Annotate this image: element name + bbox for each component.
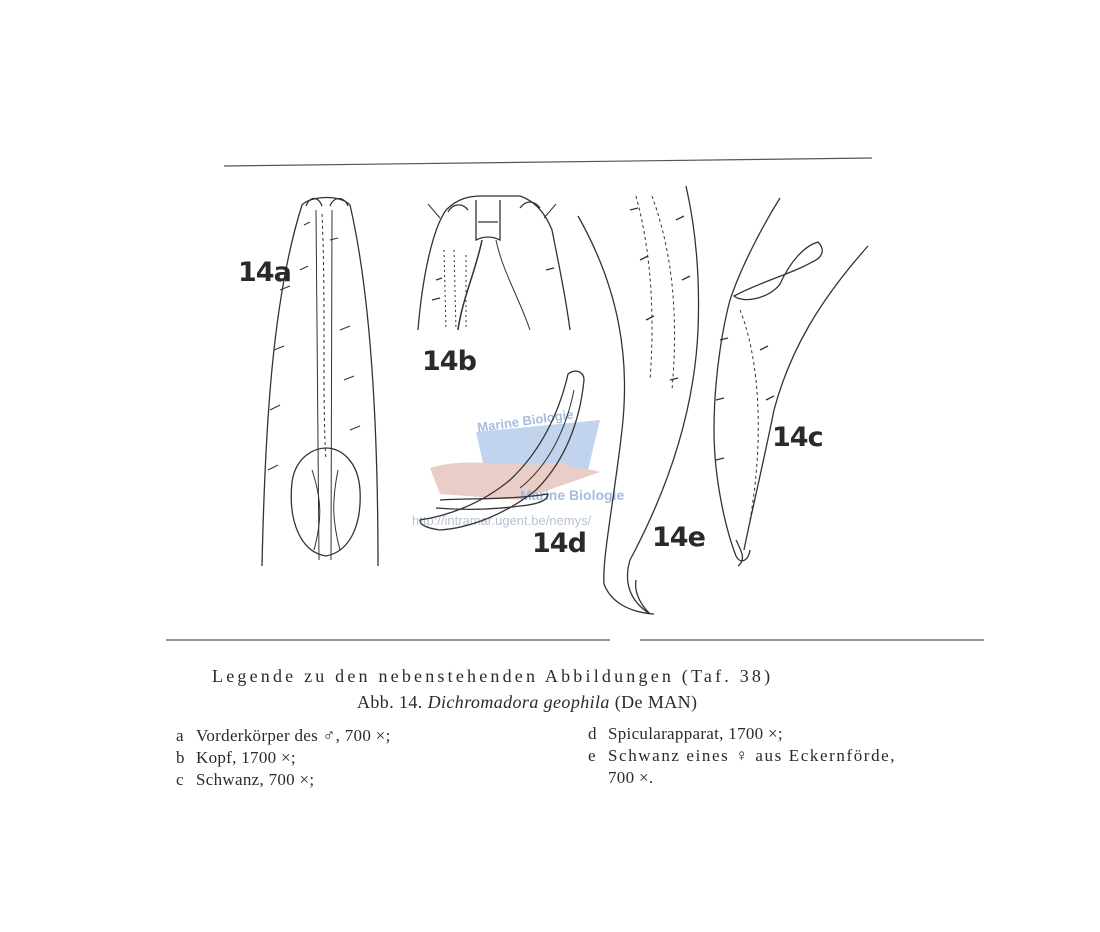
figure-plate: Marine Biologie Marine Biologie http://i… [166, 157, 984, 641]
legend-item-d: d Spicularapparat, 1700 ×; [588, 724, 783, 744]
legend-text: Kopf, 1700 ×; [196, 748, 296, 767]
spicular-apparatus-drawing [419, 370, 585, 531]
figure-label-14b: 14b [422, 346, 477, 377]
figure-label-14d: 14d [532, 528, 586, 559]
legend-item-b: b Kopf, 1700 ×; [176, 748, 296, 768]
figure-label-14c: 14c [772, 422, 823, 453]
legend-text: Vorderkörper des ♂, 700 ×; [196, 726, 391, 745]
nematode-head-drawing [417, 195, 571, 331]
legend-item-e: e Schwanz eines ♀ aus Eckernförde, [588, 746, 896, 766]
legend-key: a [176, 726, 184, 745]
legend-key: e [588, 746, 598, 765]
legend-text: Schwanz, 700 ×; [196, 770, 315, 789]
watermark-boat-icon [476, 420, 600, 476]
species-authority: (De MAN) [614, 692, 698, 712]
nematode-tail-female-drawing [577, 185, 700, 615]
caption-title: Legende zu den nebenstehenden Abbildunge… [212, 666, 774, 686]
watermark-url: http://intramar.ugent.be/nemys/ [412, 513, 592, 528]
legend-item-c: c Schwanz, 700 ×; [176, 770, 314, 790]
caption-figure-line: Abb. 14. Dichromadora geophila (De MAN) [357, 692, 697, 713]
nematode-anterior-body-drawing [261, 196, 379, 567]
figure-label-14a: 14a [238, 257, 291, 288]
top-rule [223, 157, 873, 167]
nematode-tail-male-drawing [713, 197, 869, 567]
figure-label-14e: 14e [652, 522, 705, 553]
figure-number: Abb. 14. [357, 692, 423, 712]
legend-item-a: a Vorderkörper des ♂, 700 ×; [176, 726, 391, 746]
legend-text: Spicularapparat, 1700 ×; [608, 724, 783, 743]
legend-key: c [176, 770, 184, 789]
species-name: Dichromadora geophila [427, 692, 610, 712]
legend-key: d [588, 724, 597, 743]
legend-item-e-continued: 700 ×. [588, 768, 653, 788]
legend-key: b [176, 748, 185, 767]
legend-text: 700 ×. [608, 768, 654, 787]
legend-text: Schwanz eines ♀ aus Eckernförde, [608, 746, 897, 765]
watermark: Marine Biologie Marine Biologie http://i… [412, 407, 624, 528]
